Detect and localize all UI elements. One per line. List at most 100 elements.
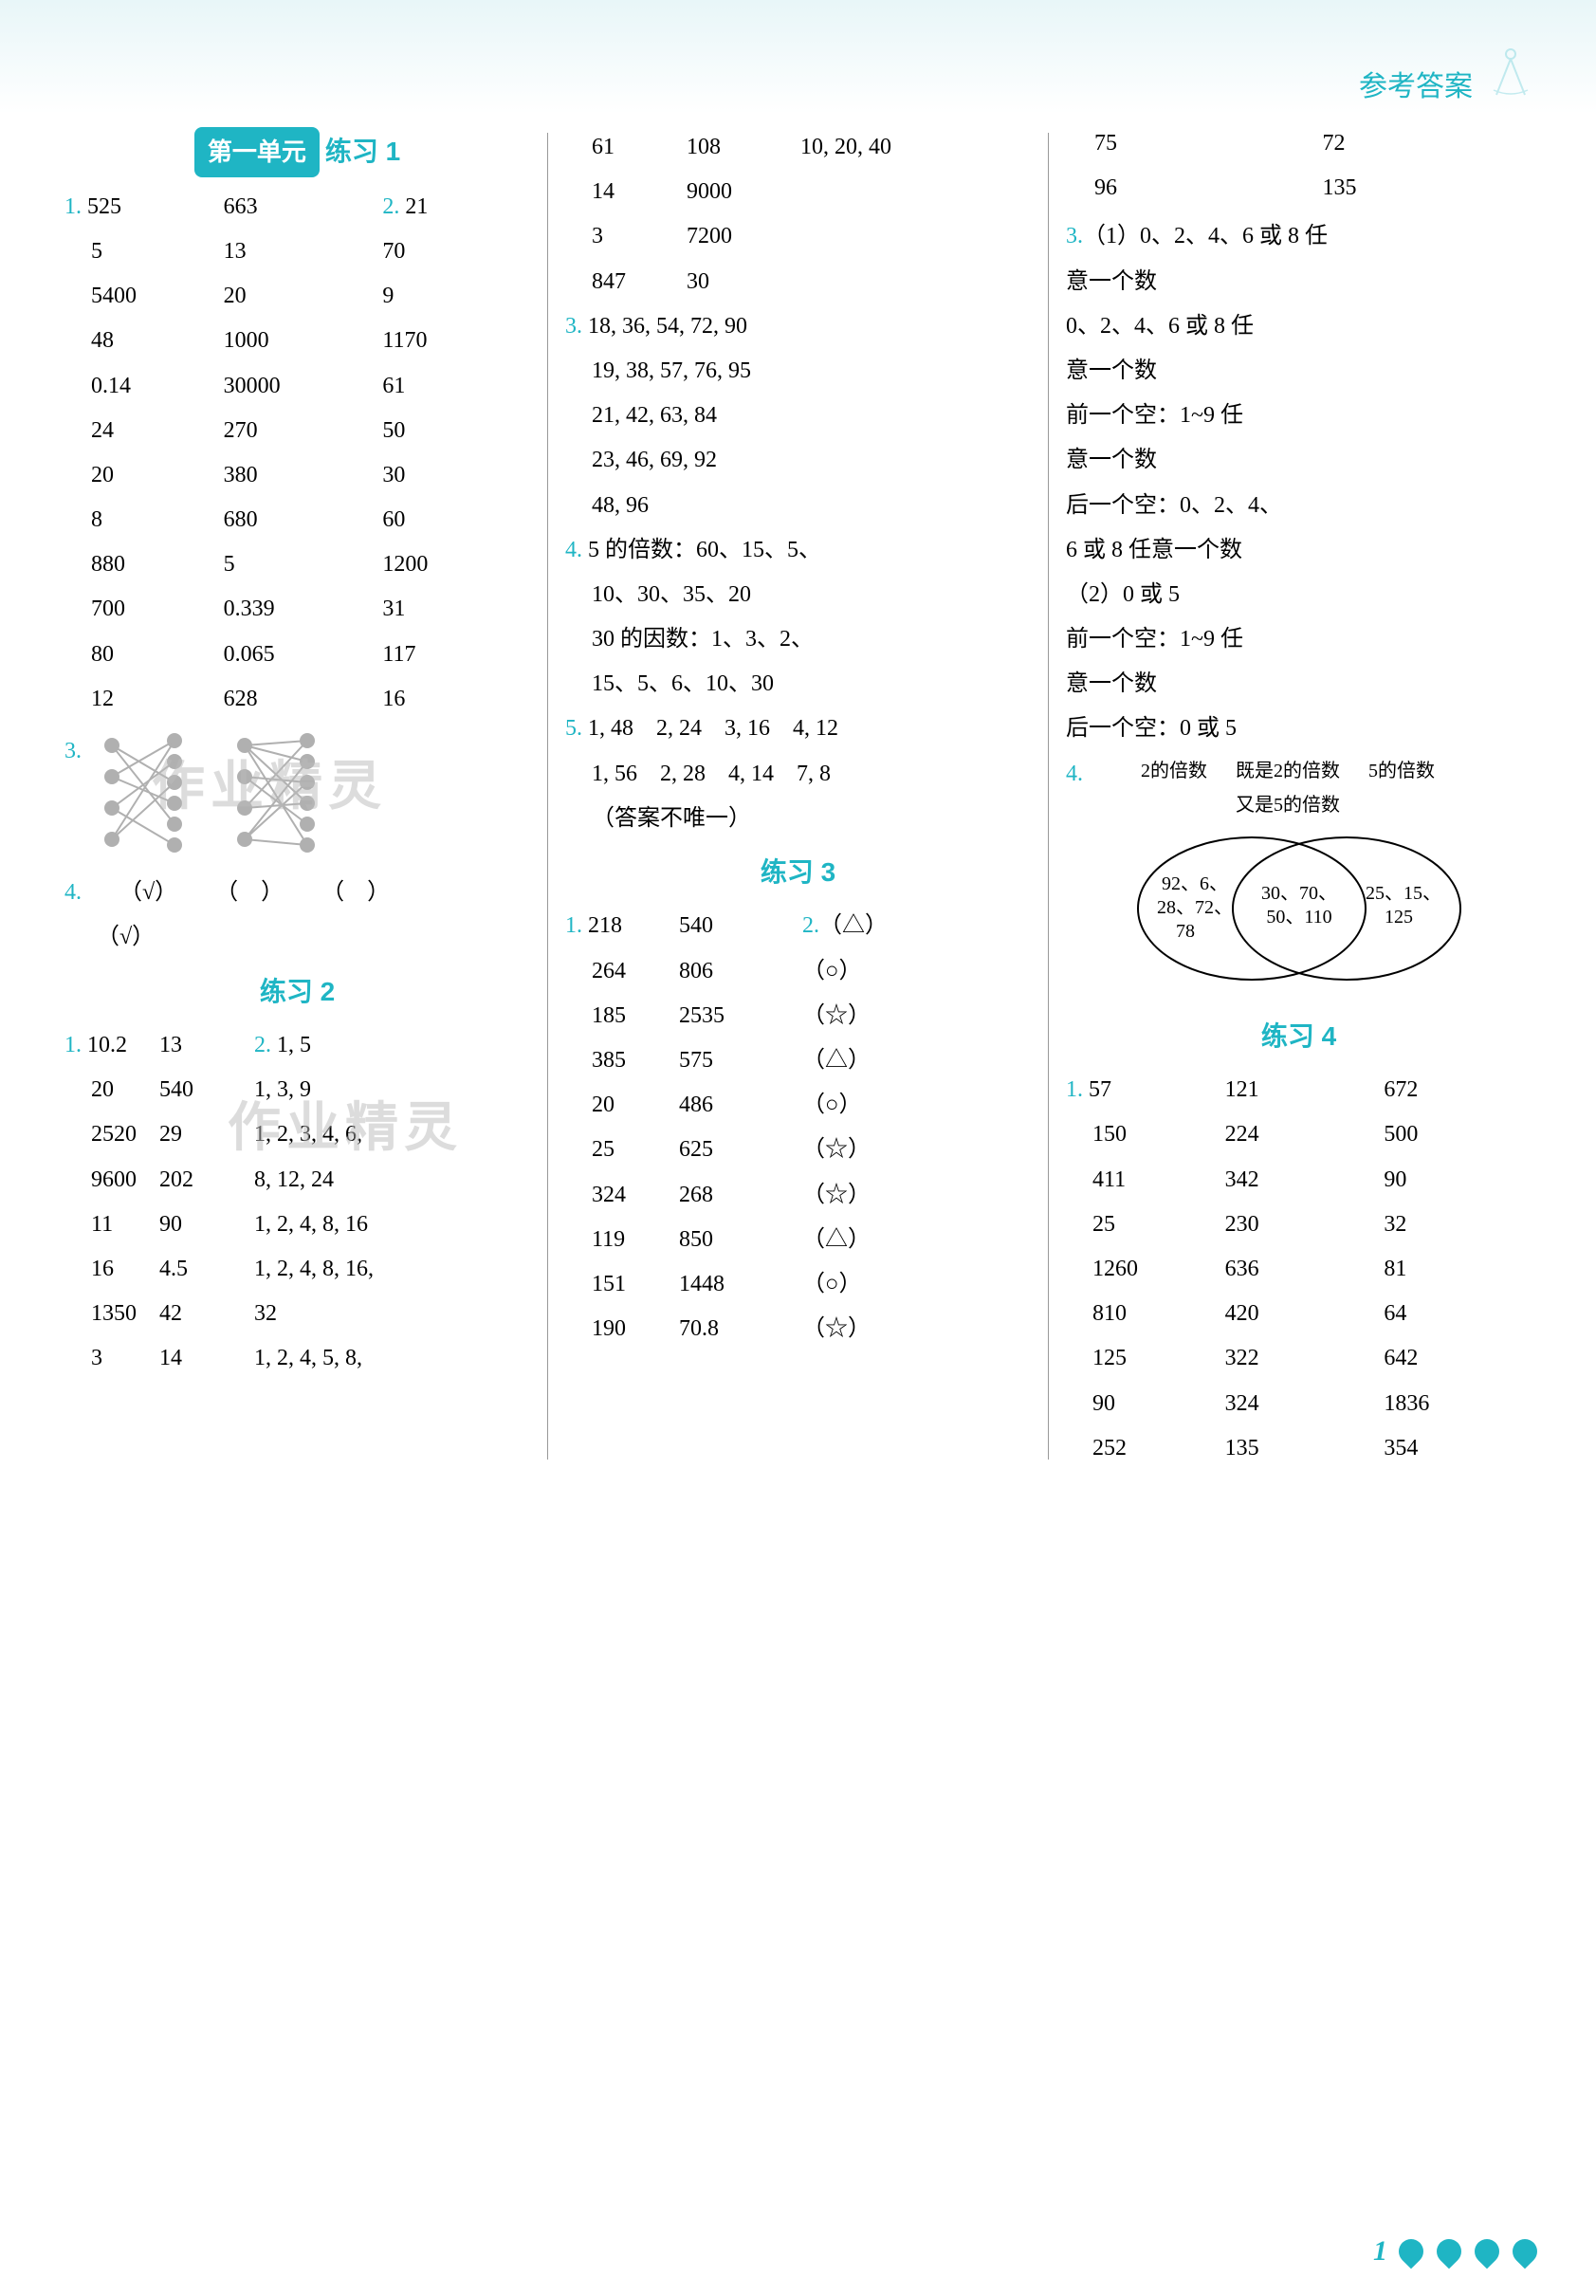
answer-line: 前一个空：1~9 任 — [1066, 395, 1532, 436]
page: 参考答案 第一单元 练习 1 1. 5256632. 2151370540020… — [0, 0, 1596, 2296]
data-cell: 380 — [224, 455, 372, 496]
data-cell: 117 — [382, 634, 530, 675]
data-cell: 61 — [382, 366, 530, 407]
data-cell: 486 — [679, 1085, 802, 1126]
table-row: 164.51, 2, 4, 8, 16, — [64, 1249, 530, 1290]
table-row: 37200 — [565, 216, 1031, 257]
data-cell: 270 — [224, 411, 372, 451]
svg-text:125: 125 — [1385, 907, 1413, 928]
data-cell: 1, 2, 4, 8, 16 — [254, 1204, 530, 1245]
table-row: 84730 — [565, 262, 1031, 303]
data-cell: 20 — [565, 1085, 679, 1126]
data-cell: 24 — [64, 411, 212, 451]
svg-text:50、110: 50、110 — [1266, 907, 1331, 928]
table-row: 96002028, 12, 24 — [64, 1160, 530, 1201]
data-cell: 1, 2, 4, 5, 8, — [254, 1338, 530, 1379]
data-cell: 48 — [64, 321, 212, 361]
svg-text:92、6、: 92、6、 — [1162, 873, 1228, 894]
unit-badge: 第一单元 — [194, 127, 320, 177]
table-row: 25625（☆） — [565, 1130, 1031, 1170]
q4-label: 4. — [64, 872, 82, 913]
data-cell: 500 — [1384, 1114, 1532, 1155]
data-cell: 185 — [565, 996, 679, 1037]
data-cell: 2. 21 — [382, 187, 530, 228]
col2-q4: 4. 5 的倍数：60、15、5、10、30、35、2030 的因数：1、3、2… — [565, 530, 1031, 706]
data-cell: 70 — [382, 231, 530, 272]
answer-line: 意一个数 — [1066, 440, 1532, 481]
data-cell: 3 — [64, 1338, 159, 1379]
data-cell: （○） — [802, 951, 1031, 992]
data-cell: 575 — [679, 1040, 802, 1081]
check-3: （ ） — [321, 872, 390, 913]
table-row: 264806（○） — [565, 951, 1031, 992]
data-cell: （○） — [802, 1085, 1031, 1126]
data-cell: 1. 525 — [64, 187, 212, 228]
data-cell: 7200 — [687, 216, 800, 257]
data-cell: 700 — [64, 589, 212, 630]
col3-q3: 3.（1）0、2、4、6 或 8 任意一个数0、2、4、6 或 8 任意一个数前… — [1066, 216, 1532, 749]
data-cell: 20 — [224, 276, 372, 317]
table-row: 20486（○） — [565, 1085, 1031, 1126]
ex4-grid: 1. 5712167215022450041134290252303212606… — [1066, 1070, 1532, 1469]
answer-line: 10、30、35、20 — [565, 575, 1031, 615]
data-cell: 264 — [565, 951, 679, 992]
bead-icon — [1508, 2234, 1543, 2269]
data-cell: 29 — [159, 1114, 254, 1155]
data-cell: 680 — [224, 500, 372, 541]
data-cell: 9600 — [64, 1160, 159, 1201]
data-cell: 2.（△） — [802, 906, 1031, 946]
data-cell: 385 — [565, 1040, 679, 1081]
data-cell: （△） — [802, 1220, 1031, 1260]
data-cell: 135 — [1323, 168, 1532, 209]
unit1-q1-q2-grid: 1. 5256632. 2151370540020948100011700.14… — [64, 187, 530, 720]
data-cell: 42 — [159, 1294, 254, 1334]
data-cell: 30 — [687, 262, 800, 303]
answer-line: （答案不唯一） — [565, 799, 1031, 839]
data-cell: 8 — [64, 500, 212, 541]
answer-line: 5. 1, 48 2, 24 3, 16 4, 12 — [565, 708, 1031, 749]
page-number: 1 — [1373, 2226, 1539, 2277]
ex2-title: 练习 2 — [64, 968, 530, 1016]
data-cell: 224 — [1225, 1114, 1373, 1155]
data-cell: 151 — [565, 1264, 679, 1305]
data-cell: 1. 57 — [1066, 1070, 1214, 1111]
data-cell: 31 — [382, 589, 530, 630]
col3-q4-label: 4. — [1066, 762, 1083, 786]
data-cell: 8, 12, 24 — [254, 1160, 530, 1201]
table-row: 13504232 — [64, 1294, 530, 1334]
data-cell: 354 — [1384, 1428, 1532, 1469]
bead-icon — [1470, 2234, 1505, 2269]
data-cell: 324 — [1225, 1384, 1373, 1424]
answer-line: 15、5、6、10、30 — [565, 664, 1031, 705]
venn-label-mid-bot: 又是5的倍数 — [1236, 795, 1340, 816]
data-cell: 5 — [64, 231, 212, 272]
data-cell: 13 — [159, 1025, 254, 1066]
col3-top-grid: 757296135 — [1066, 123, 1532, 209]
data-cell: 1200 — [382, 544, 530, 585]
data-cell: 64 — [1384, 1294, 1532, 1334]
data-cell: （☆） — [802, 996, 1031, 1037]
table-row: 1511448（○） — [565, 1264, 1031, 1305]
data-cell: 32 — [254, 1294, 530, 1334]
venn-diagram: 92、6、 28、72、 78 30、70、 50、110 25、15、 125 — [1066, 828, 1532, 1003]
answer-line: 3.（1）0、2、4、6 或 8 任 — [1066, 216, 1532, 257]
bipartite-diagram-2 — [224, 731, 328, 869]
data-cell: 0.065 — [224, 634, 372, 675]
data-cell: 0.14 — [64, 366, 212, 407]
data-cell: 1, 2, 4, 8, 16, — [254, 1249, 530, 1290]
data-cell: 60 — [382, 500, 530, 541]
col2-q5: 5. 1, 48 2, 24 3, 16 4, 121, 56 2, 28 4,… — [565, 708, 1031, 839]
data-cell: 1. 218 — [565, 906, 679, 946]
data-cell: 628 — [224, 679, 372, 720]
data-cell: 14 — [159, 1338, 254, 1379]
data-cell: 80 — [64, 634, 212, 675]
table-row: 149000 — [565, 172, 1031, 212]
table-row: 11901, 2, 4, 8, 16 — [64, 1204, 530, 1245]
data-cell: 96 — [1094, 168, 1304, 209]
answer-line: 意一个数 — [1066, 664, 1532, 705]
data-cell: 135 — [1225, 1428, 1373, 1469]
compass-icon — [1482, 43, 1539, 100]
data-cell: 108 — [687, 127, 800, 168]
data-cell: 20 — [64, 455, 212, 496]
data-cell: 90 — [1384, 1160, 1532, 1201]
